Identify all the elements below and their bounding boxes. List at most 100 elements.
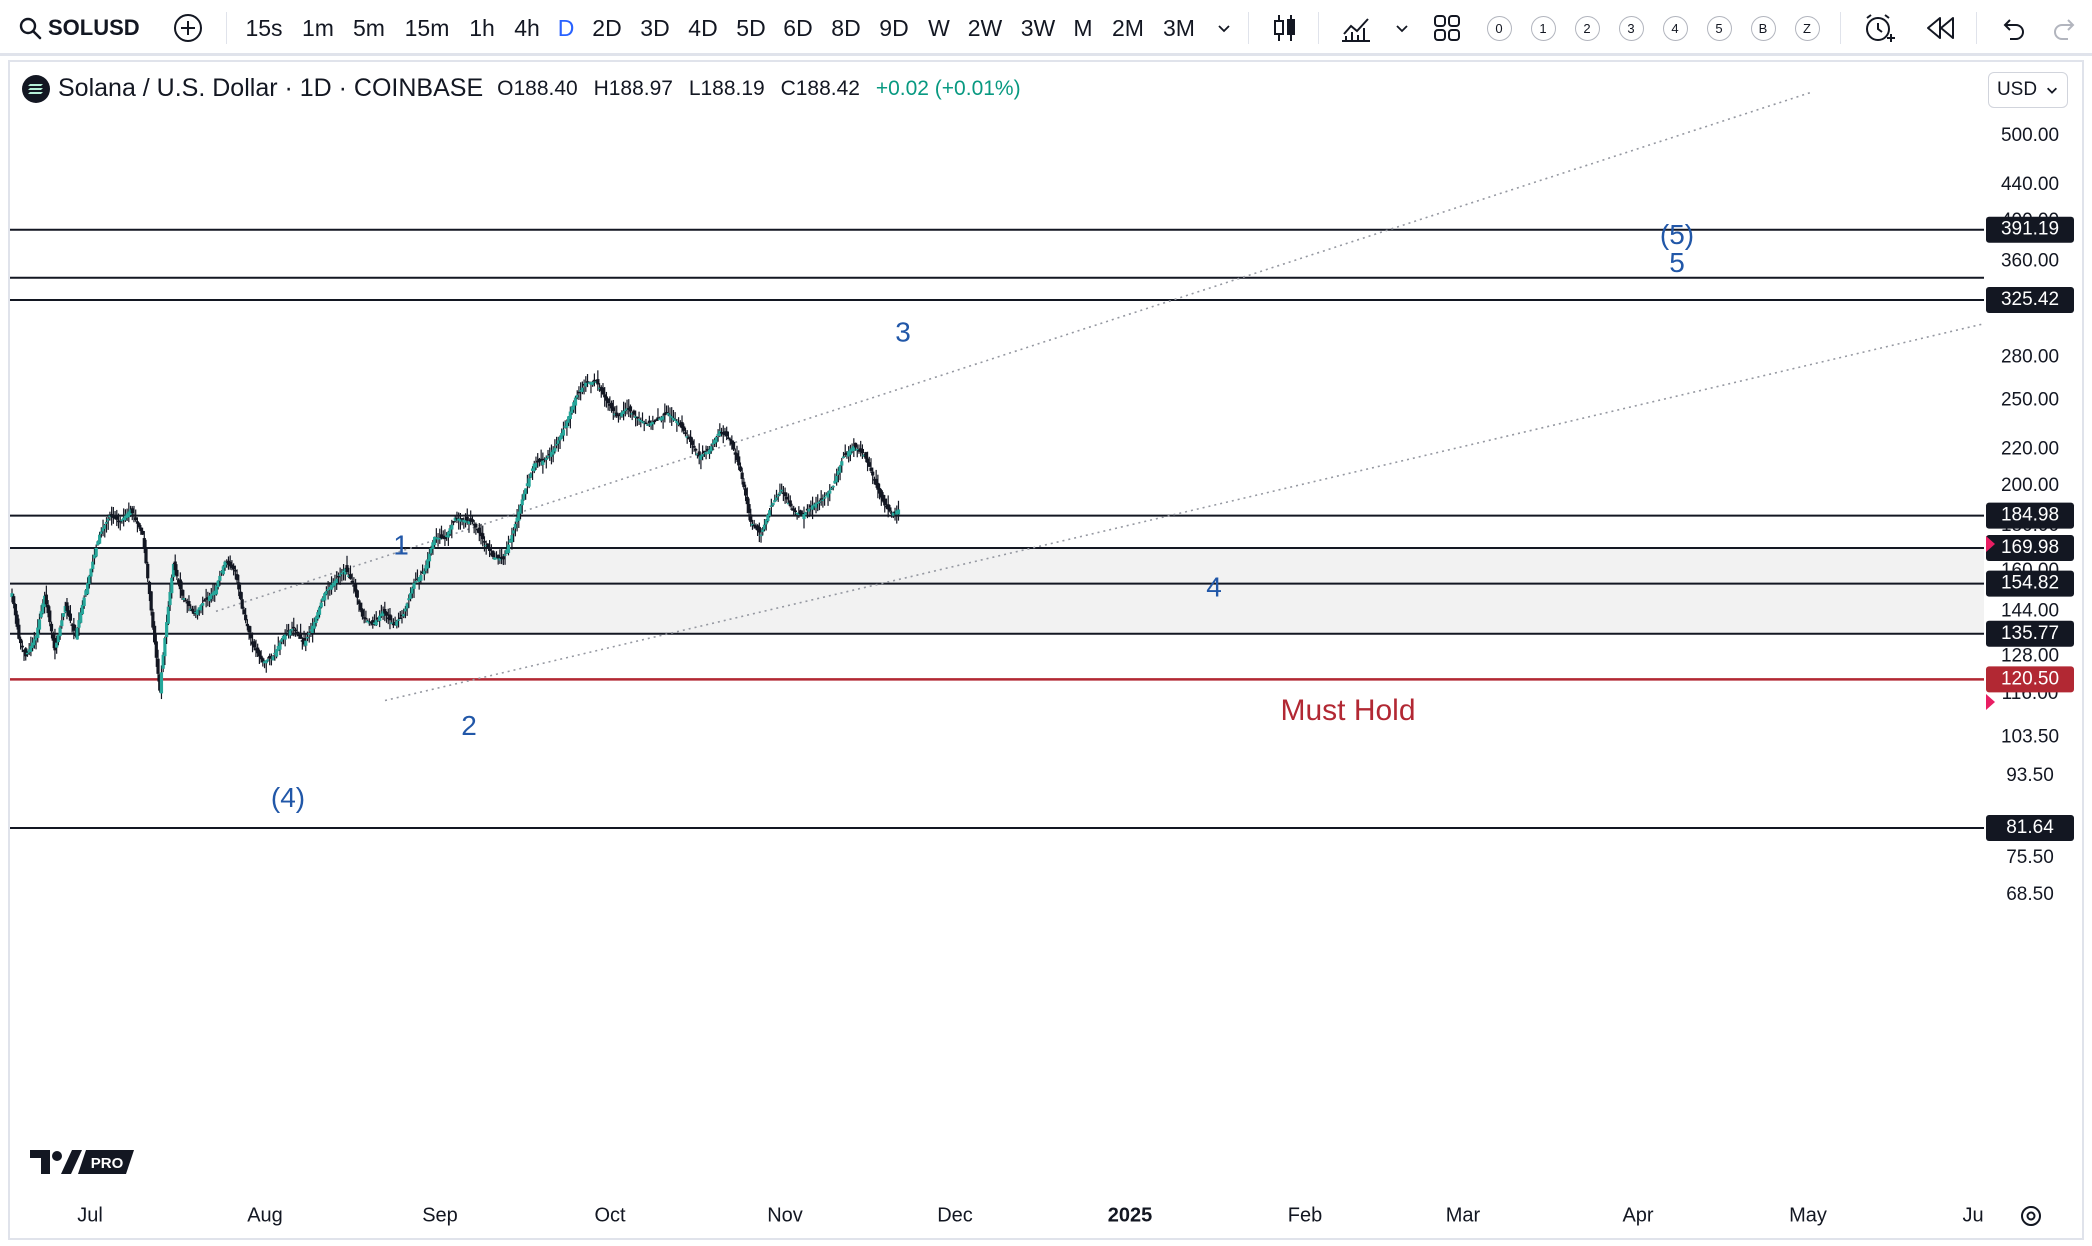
currency-selector[interactable]: USD — [1988, 72, 2068, 108]
indicators-dropdown[interactable] — [1392, 0, 1412, 56]
trendline[interactable] — [215, 91, 1811, 613]
intervals-dropdown[interactable] — [1212, 0, 1236, 56]
candle-body — [103, 525, 107, 529]
candle-body — [87, 575, 91, 584]
candle-body — [668, 414, 672, 417]
candle-body — [474, 523, 478, 528]
candle-body — [226, 560, 231, 565]
candle-body — [788, 500, 792, 507]
interval-4h[interactable]: 4h — [514, 14, 540, 41]
candle-body — [36, 627, 40, 638]
price-scale[interactable] — [1984, 100, 2080, 1200]
candle-body — [783, 492, 787, 497]
candle-body — [323, 593, 327, 601]
candle-body — [639, 419, 643, 422]
wave-label[interactable]: 4 — [1206, 571, 1222, 602]
wave-label[interactable]: (5) — [1660, 219, 1694, 250]
layout-button[interactable] — [1430, 0, 1464, 56]
candle-body — [39, 611, 43, 618]
interval-d[interactable]: D — [557, 14, 575, 41]
candle-body — [821, 499, 825, 501]
layout-preset-0[interactable]: 0 — [1484, 0, 1514, 56]
indicators-button[interactable] — [1338, 0, 1374, 56]
candle-body — [417, 577, 421, 582]
candle-body — [800, 512, 804, 516]
interval-1h[interactable]: 1h — [469, 14, 495, 41]
candle-body — [874, 478, 878, 485]
candle-body — [89, 568, 93, 577]
candle-body — [443, 535, 447, 540]
candle-body — [826, 492, 830, 498]
layout-preset-2[interactable]: 2 — [1572, 0, 1602, 56]
candle-body — [228, 561, 232, 567]
compare-symbol-button[interactable] — [170, 0, 206, 56]
interval-9d[interactable]: 9D — [879, 14, 909, 41]
add-circle-icon — [174, 14, 202, 42]
interval-1m[interactable]: 1m — [302, 14, 334, 41]
candle-body — [862, 454, 866, 457]
interval-w[interactable]: W — [928, 14, 950, 41]
candle-body — [747, 504, 751, 513]
interval-8d[interactable]: 8D — [831, 14, 861, 41]
candle-body — [85, 583, 90, 595]
low-value: L188.19 — [688, 76, 765, 100]
alert-button[interactable] — [1862, 0, 1898, 56]
redo-button[interactable] — [2050, 0, 2080, 56]
layout-preset-z[interactable]: Z — [1792, 0, 1822, 56]
interval-3w[interactable]: 3W — [1020, 14, 1056, 41]
interval-2d[interactable]: 2D — [592, 14, 622, 41]
layout-preset-5[interactable]: 5 — [1704, 0, 1734, 56]
interval-3d[interactable]: 3D — [640, 14, 670, 41]
wave-label[interactable]: 5 — [1669, 247, 1685, 278]
layout-preset-b[interactable]: B — [1748, 0, 1778, 56]
undo-button[interactable] — [1998, 0, 2028, 56]
layout-preset-1[interactable]: 1 — [1528, 0, 1558, 56]
interval-2w[interactable]: 2W — [967, 14, 1003, 41]
candle-body — [618, 413, 622, 415]
layout-preset-label: B — [1750, 15, 1776, 41]
layout-preset-4[interactable]: 4 — [1660, 0, 1690, 56]
chart-pane[interactable] — [8, 60, 2084, 1240]
candle-body — [396, 619, 401, 621]
level-price-label: 391.19 — [2001, 219, 2059, 240]
candle-body — [278, 642, 282, 650]
candle-body — [61, 613, 66, 617]
must-hold-annotation[interactable]: Must Hold — [1280, 694, 1415, 727]
interval-5m[interactable]: 5m — [353, 14, 385, 41]
interval-15m[interactable]: 15m — [404, 14, 450, 41]
settings-gear-icon[interactable] — [2021, 1206, 2041, 1226]
candle-body — [651, 421, 655, 425]
symbol-search[interactable]: SOLUSD — [18, 0, 148, 56]
candle-body — [250, 641, 255, 645]
wave-label[interactable]: 1 — [393, 530, 409, 561]
candle-body — [623, 409, 627, 412]
time-tick-label: May — [1789, 1204, 1827, 1226]
candle-body — [609, 402, 614, 409]
candle-body — [737, 456, 741, 466]
interval-15s[interactable]: 15s — [245, 14, 283, 41]
interval-4d[interactable]: 4D — [688, 14, 718, 41]
interval-5d[interactable]: 5D — [736, 14, 766, 41]
candle-body — [161, 654, 165, 669]
undo-icon — [2003, 19, 2024, 40]
candle-body — [457, 518, 461, 521]
wave-label[interactable]: (4) — [271, 782, 305, 813]
replay-button[interactable] — [1924, 0, 1958, 56]
trendline[interactable] — [384, 322, 1986, 702]
level-price-badge — [1986, 502, 2074, 529]
wave-label[interactable]: 3 — [895, 316, 911, 347]
wave-label[interactable]: 2 — [461, 710, 477, 741]
layout-preset-3[interactable]: 3 — [1616, 0, 1646, 56]
interval-2m[interactable]: 2M — [1112, 14, 1144, 41]
interval-3m[interactable]: 3M — [1163, 14, 1195, 41]
interval-6d[interactable]: 6D — [783, 14, 813, 41]
chart-type-button[interactable] — [1268, 0, 1302, 56]
interval-m[interactable]: M — [1073, 14, 1093, 41]
candle-body — [252, 641, 256, 648]
level-price-badge — [1986, 287, 2074, 313]
candle-body — [530, 468, 535, 471]
candle-body — [319, 602, 323, 608]
candle-body — [616, 414, 621, 417]
symbol-title: Solana / U.S. Dollar · 1D · COINBASE — [58, 74, 484, 102]
